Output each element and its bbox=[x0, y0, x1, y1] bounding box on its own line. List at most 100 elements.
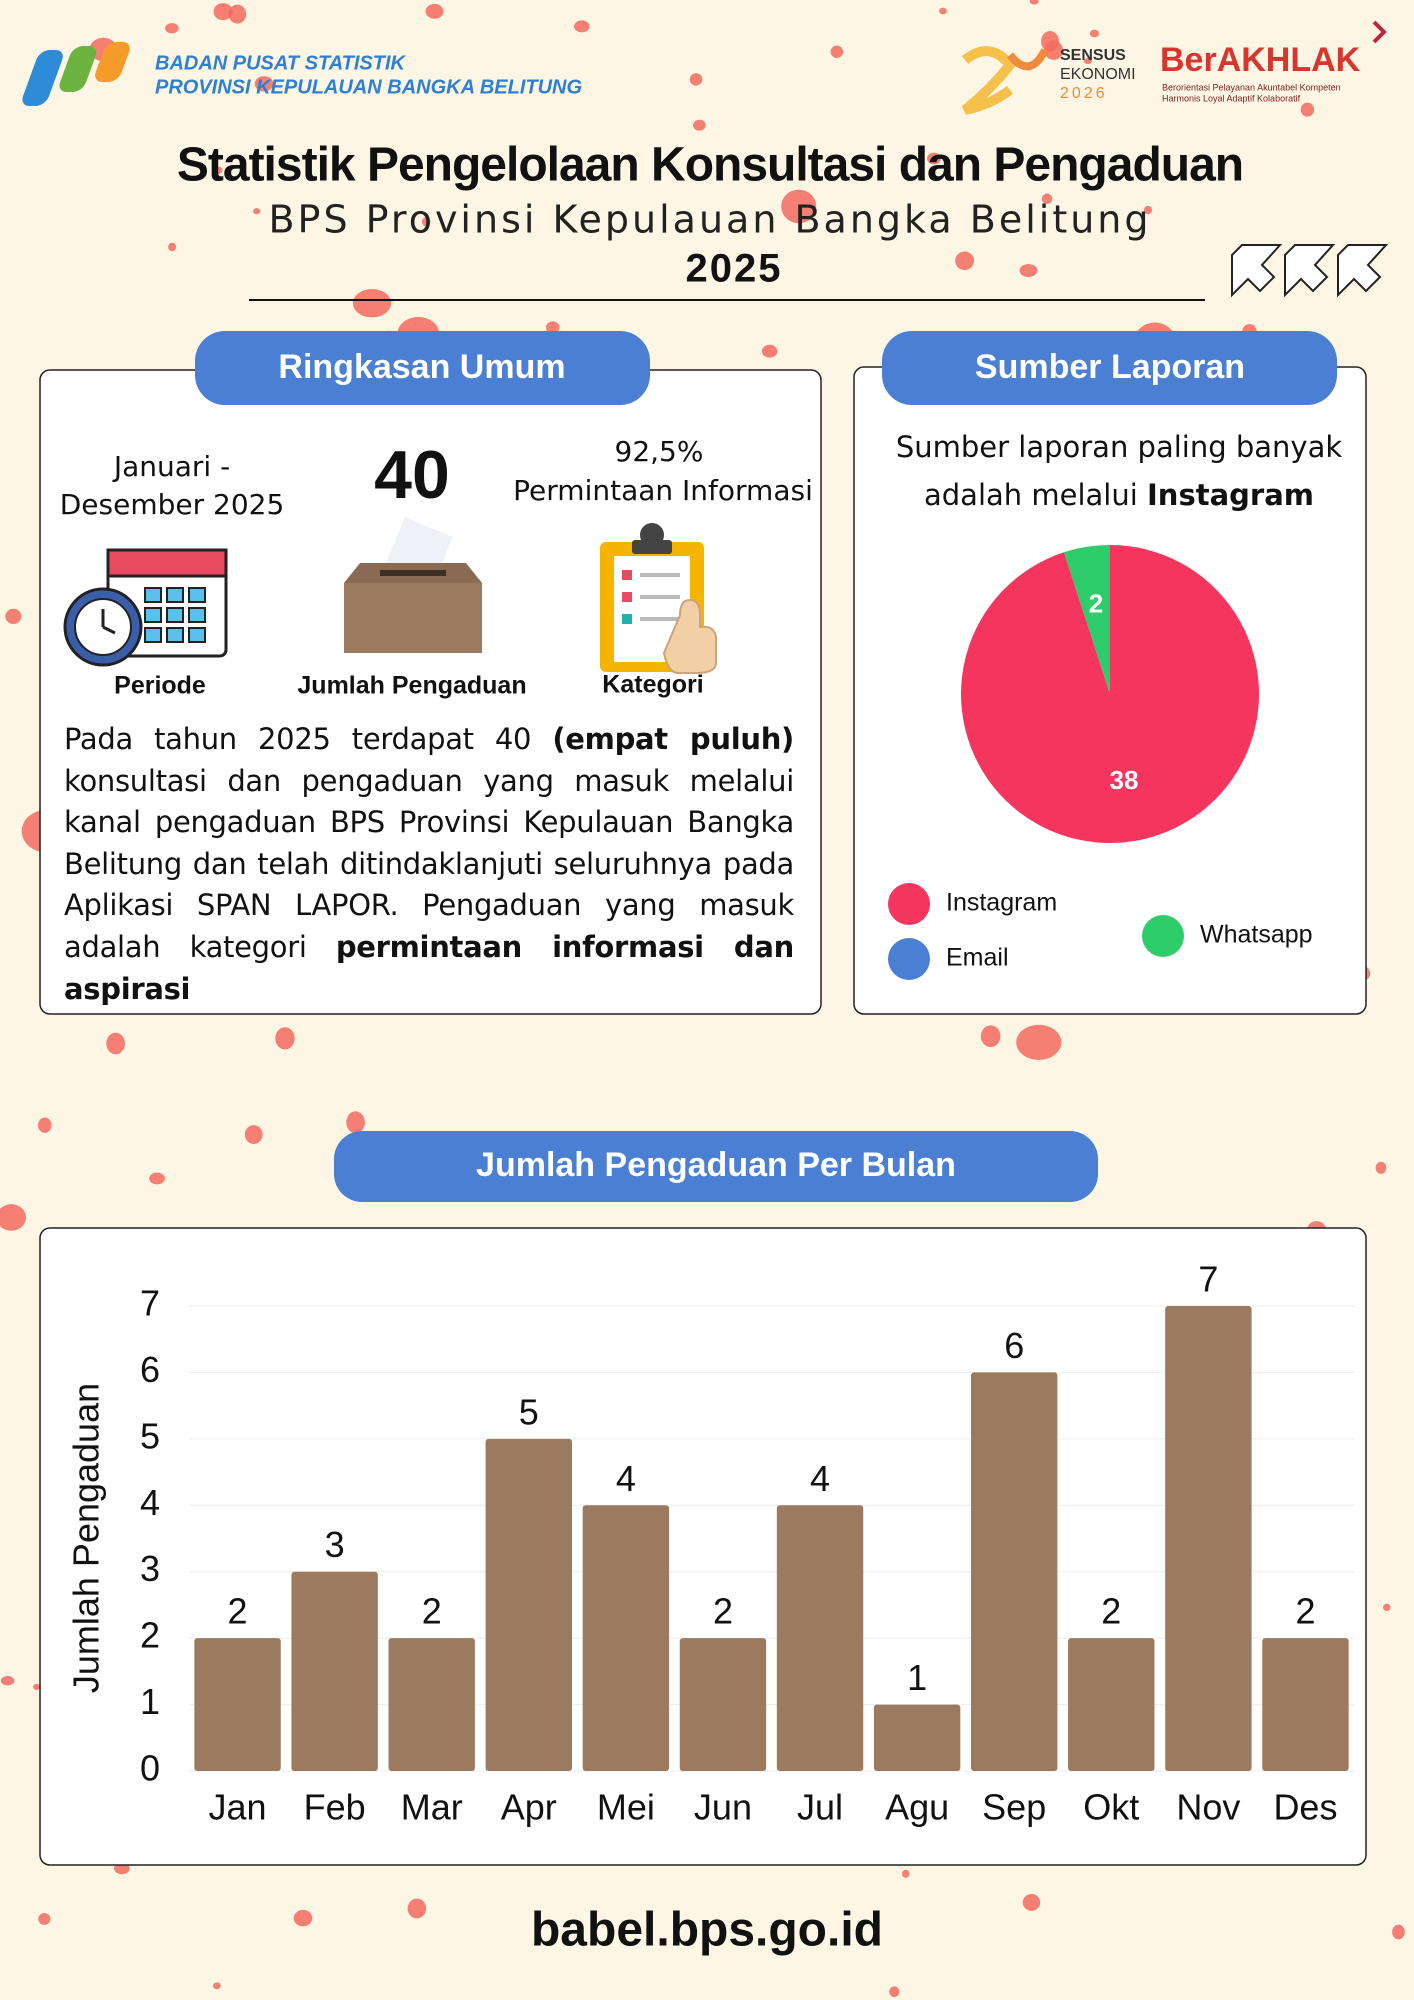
splatter-dot bbox=[106, 1032, 125, 1055]
section-pill bbox=[334, 1131, 1098, 1202]
splatter-dot bbox=[1375, 1161, 1387, 1174]
splatter-dot bbox=[346, 1111, 365, 1134]
y-tick-label: 5 bbox=[140, 1415, 160, 1456]
splatter-dot bbox=[149, 1172, 165, 1185]
splatter-dot bbox=[1016, 1024, 1062, 1061]
clipboard-icon bbox=[600, 523, 717, 674]
bar bbox=[1262, 1638, 1349, 1771]
page-title: Statistik Pengelolaan Konsultasi dan Pen… bbox=[177, 139, 1243, 192]
bar-chart: 0 1 2 3 4 5 6 7 2 Jan 3 Feb 2 Mar 5 Apr 4 Mei 2 Jun 4 Jul 1 Agu… bbox=[140, 1259, 1354, 1828]
bar bbox=[388, 1638, 475, 1771]
total-count: 40 bbox=[374, 437, 450, 513]
y-tick-label: 2 bbox=[140, 1615, 160, 1656]
footer-url: babel.bps.go.id bbox=[531, 1904, 883, 1957]
slice-label: 38 bbox=[1110, 765, 1139, 795]
splatter-dot bbox=[244, 1125, 263, 1144]
section-heading: Ringkasan Umum bbox=[278, 348, 565, 386]
icon-label: Jumlah Pengaduan bbox=[297, 672, 526, 700]
bar bbox=[776, 1505, 864, 1771]
splatter-dot bbox=[1143, 205, 1153, 215]
corner-arrow bbox=[1372, 20, 1387, 44]
bar bbox=[485, 1438, 572, 1771]
x-tick-label: Jun bbox=[694, 1787, 752, 1828]
splatter-dot bbox=[1041, 193, 1053, 204]
bar bbox=[679, 1638, 767, 1771]
paragraph-run: konsultasi dan pengaduan yang masuk mela… bbox=[64, 763, 794, 964]
splatter-dot bbox=[1300, 102, 1315, 117]
x-tick-label: Feb bbox=[304, 1787, 366, 1828]
x-tick-label: Okt bbox=[1083, 1787, 1139, 1828]
x-tick-label: Jan bbox=[209, 1787, 267, 1828]
x-tick-label: Mei bbox=[597, 1787, 655, 1828]
x-tick-label: Mar bbox=[401, 1787, 463, 1828]
splatter-dot bbox=[352, 289, 392, 318]
splatter-dot bbox=[980, 1025, 1001, 1048]
splatter-dot bbox=[1383, 1603, 1391, 1612]
sensus-text: 2026 bbox=[1060, 85, 1108, 102]
org-name: BADAN PUSAT STATISTIK bbox=[155, 52, 407, 74]
x-tick-label: Jul bbox=[797, 1787, 843, 1828]
bar-value-label: 2 bbox=[1295, 1591, 1315, 1632]
pie-note-text: adalah melalui bbox=[924, 478, 1147, 512]
bar-value-label: 2 bbox=[228, 1591, 248, 1632]
share-value: 92,5% bbox=[615, 435, 704, 468]
pie-note-emphasis: Instagram bbox=[1147, 478, 1314, 512]
splatter-dot bbox=[33, 1683, 40, 1691]
splatter-dot bbox=[1089, 29, 1099, 38]
bar bbox=[1165, 1306, 1252, 1771]
org-province: PROVINSI KEPULAUAN BANGKA BELITUNG bbox=[155, 76, 582, 98]
paragraph-run: permintaan informasi dan aspirasi bbox=[64, 929, 794, 1006]
bar-value-label: 2 bbox=[1101, 1591, 1121, 1632]
splatter-dot bbox=[253, 208, 261, 215]
period-text: Desember 2025 bbox=[60, 488, 285, 521]
splatter-dot bbox=[1041, 30, 1059, 52]
y-tick-label: 6 bbox=[140, 1349, 160, 1390]
summary-paragraph: Pada tahun 2025 terdapat 40 (empat puluh… bbox=[64, 719, 794, 1010]
x-tick-label: Agu bbox=[885, 1787, 949, 1828]
pie-note: Sumber laporan paling banyak bbox=[896, 430, 1342, 464]
legend-swatch bbox=[888, 883, 930, 925]
splatter-dot bbox=[693, 119, 706, 131]
bar-value-label: 3 bbox=[325, 1524, 345, 1565]
bar bbox=[1068, 1638, 1155, 1771]
section-heading: Jumlah Pengaduan Per Bulan bbox=[476, 1146, 956, 1184]
splatter-dot bbox=[168, 242, 177, 252]
bar bbox=[582, 1505, 670, 1771]
section-pill bbox=[195, 331, 650, 405]
bar-value-label: 2 bbox=[422, 1591, 442, 1632]
splatter-dot bbox=[546, 321, 560, 334]
pie-slice bbox=[960, 545, 1259, 844]
sensus-logo bbox=[961, 46, 1049, 115]
splatter-dot bbox=[1022, 1894, 1041, 1911]
page-subtitle: BPS Provinsi Kepulauan Bangka Belitung bbox=[268, 198, 1151, 242]
pie-slice bbox=[1063, 545, 1110, 694]
splatter-dot bbox=[293, 1909, 313, 1927]
bar-value-label: 5 bbox=[519, 1391, 539, 1432]
pie-note: adalah melalui Instagram bbox=[924, 478, 1314, 512]
bar-value-label: 1 bbox=[907, 1657, 927, 1698]
splatter-dot bbox=[421, 217, 431, 227]
icon-label: Kategori bbox=[602, 671, 703, 699]
splatter-dot bbox=[5, 608, 22, 624]
splatter-dot bbox=[889, 1986, 900, 1998]
page-year: 2025 bbox=[686, 247, 783, 291]
splatter-dot bbox=[0, 1204, 27, 1231]
splatter-dot bbox=[228, 4, 247, 24]
chevrons bbox=[1231, 244, 1389, 298]
y-tick-label: 1 bbox=[140, 1681, 160, 1722]
bar-value-label: 2 bbox=[713, 1591, 733, 1632]
splatter-dot bbox=[781, 189, 817, 224]
x-tick-label: Apr bbox=[501, 1787, 557, 1828]
bar-value-label: 7 bbox=[1198, 1259, 1218, 1300]
paragraph-run: (empat puluh) bbox=[552, 722, 794, 756]
splatter-dot bbox=[574, 20, 590, 33]
splatter-dot bbox=[689, 73, 703, 86]
bar bbox=[971, 1372, 1058, 1771]
y-axis-label: Jumlah Pengaduan bbox=[66, 1383, 107, 1693]
berakhlak-logo: BerAKHLAK bbox=[1160, 41, 1361, 79]
legend-label: Instagram bbox=[946, 889, 1057, 917]
splatter-dot bbox=[165, 23, 179, 34]
splatter-dot bbox=[955, 251, 975, 271]
